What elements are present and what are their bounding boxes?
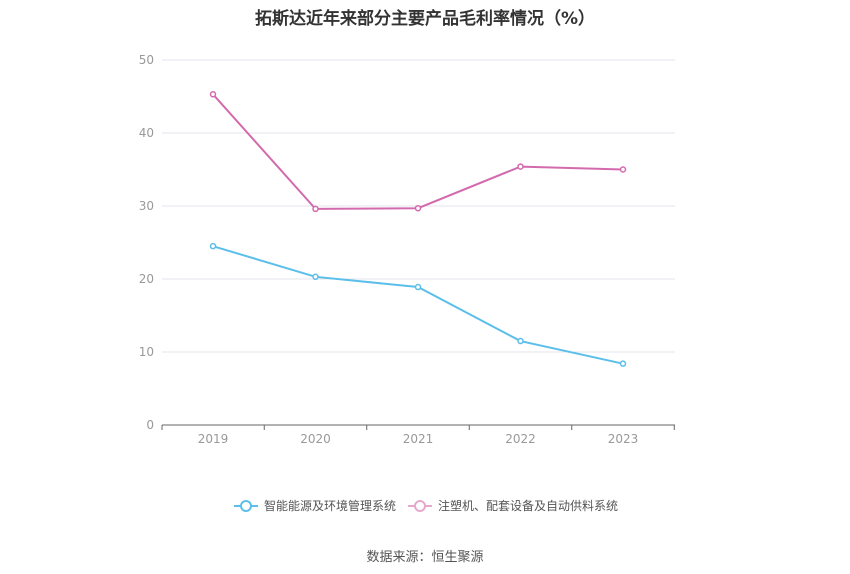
series-2-point-2023: [619, 166, 627, 173]
y-tick-label-50: 50: [139, 53, 154, 67]
series-line-2: [212, 93, 624, 210]
legend-marker-1: [240, 500, 252, 512]
series-group: [209, 91, 627, 367]
y-tick-label-20: 20: [139, 272, 154, 286]
legend-label-2: 注塑机、配套设备及自动供料系统: [438, 498, 618, 513]
y-tick-label-0: 0: [146, 418, 154, 432]
y-tick-label-30: 30: [139, 199, 154, 213]
chart-title: 拓斯达近年来部分主要产品毛利率情况（%）: [254, 9, 596, 29]
series-1-point-2022: [517, 337, 524, 345]
x-tick-label-2023: 2023: [608, 432, 639, 446]
x-tick-label-2019: 2019: [198, 432, 229, 446]
series-2-point-2020: [312, 205, 319, 213]
x-tick-label-2022: 2022: [505, 432, 536, 446]
data-source: 数据来源：恒生聚源: [366, 550, 484, 565]
x-axis: 2019 2020 2021 2022 2023: [161, 424, 675, 446]
legend-marker-2: [414, 500, 426, 512]
x-tick-label-2020: 2020: [300, 432, 331, 446]
y-axis-ticks: 0 10 20 30 40 50: [139, 53, 154, 432]
x-tick-label-2021: 2021: [403, 432, 434, 446]
series-line-1: [212, 245, 624, 365]
y-tick-label-40: 40: [139, 126, 154, 140]
series-1-point-2021: [414, 283, 422, 291]
series-2-point-2022: [517, 163, 524, 170]
series-1-point-2019: [209, 242, 217, 250]
series-2-point-2021: [414, 204, 422, 212]
series-2-point-2019: [209, 91, 217, 98]
legend: 智能能源及环境管理系统 注塑机、配套设备及自动供料系统: [234, 498, 618, 513]
series-1-point-2023: [619, 360, 627, 367]
y-tick-label-10: 10: [139, 345, 154, 359]
series-1-point-2020: [312, 273, 319, 281]
legend-label-1: 智能能源及环境管理系统: [264, 498, 396, 513]
